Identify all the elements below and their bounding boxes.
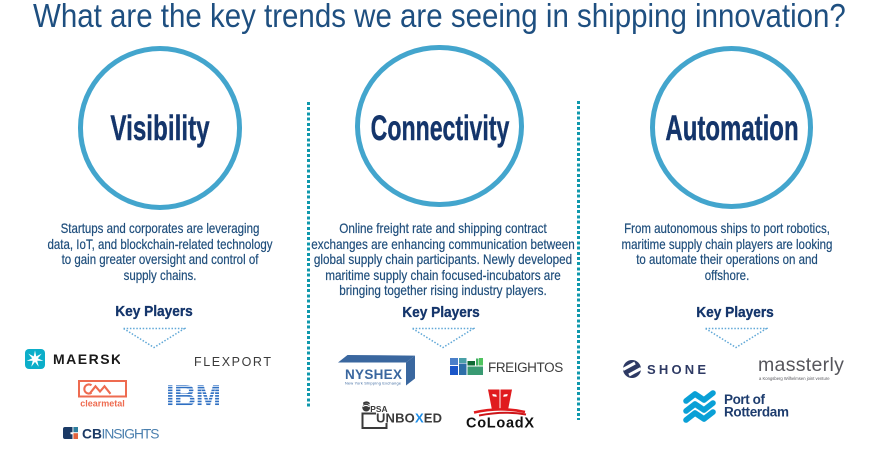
- svg-text:New York Shipping Exchange: New York Shipping Exchange: [345, 382, 401, 386]
- svg-text:UNBOXED: UNBOXED: [376, 411, 442, 426]
- svg-text:INSIGHTS: INSIGHTS: [102, 426, 160, 440]
- svg-text:MAERSK: MAERSK: [53, 351, 120, 367]
- svg-text:CoLoadX: CoLoadX: [466, 416, 534, 430]
- svg-text:NYSHEX: NYSHEX: [345, 367, 402, 382]
- svg-text:SHONE: SHONE: [647, 362, 709, 377]
- svg-text:clearmetal: clearmetal: [80, 399, 125, 409]
- svg-text:FREIGHTOS: FREIGHTOS: [488, 360, 564, 375]
- svg-text:CB: CB: [82, 426, 102, 440]
- svg-text:Rotterdam: Rotterdam: [724, 404, 789, 419]
- svg-text:Port of: Port of: [724, 392, 766, 407]
- svg-text:PSA: PSA: [370, 404, 387, 414]
